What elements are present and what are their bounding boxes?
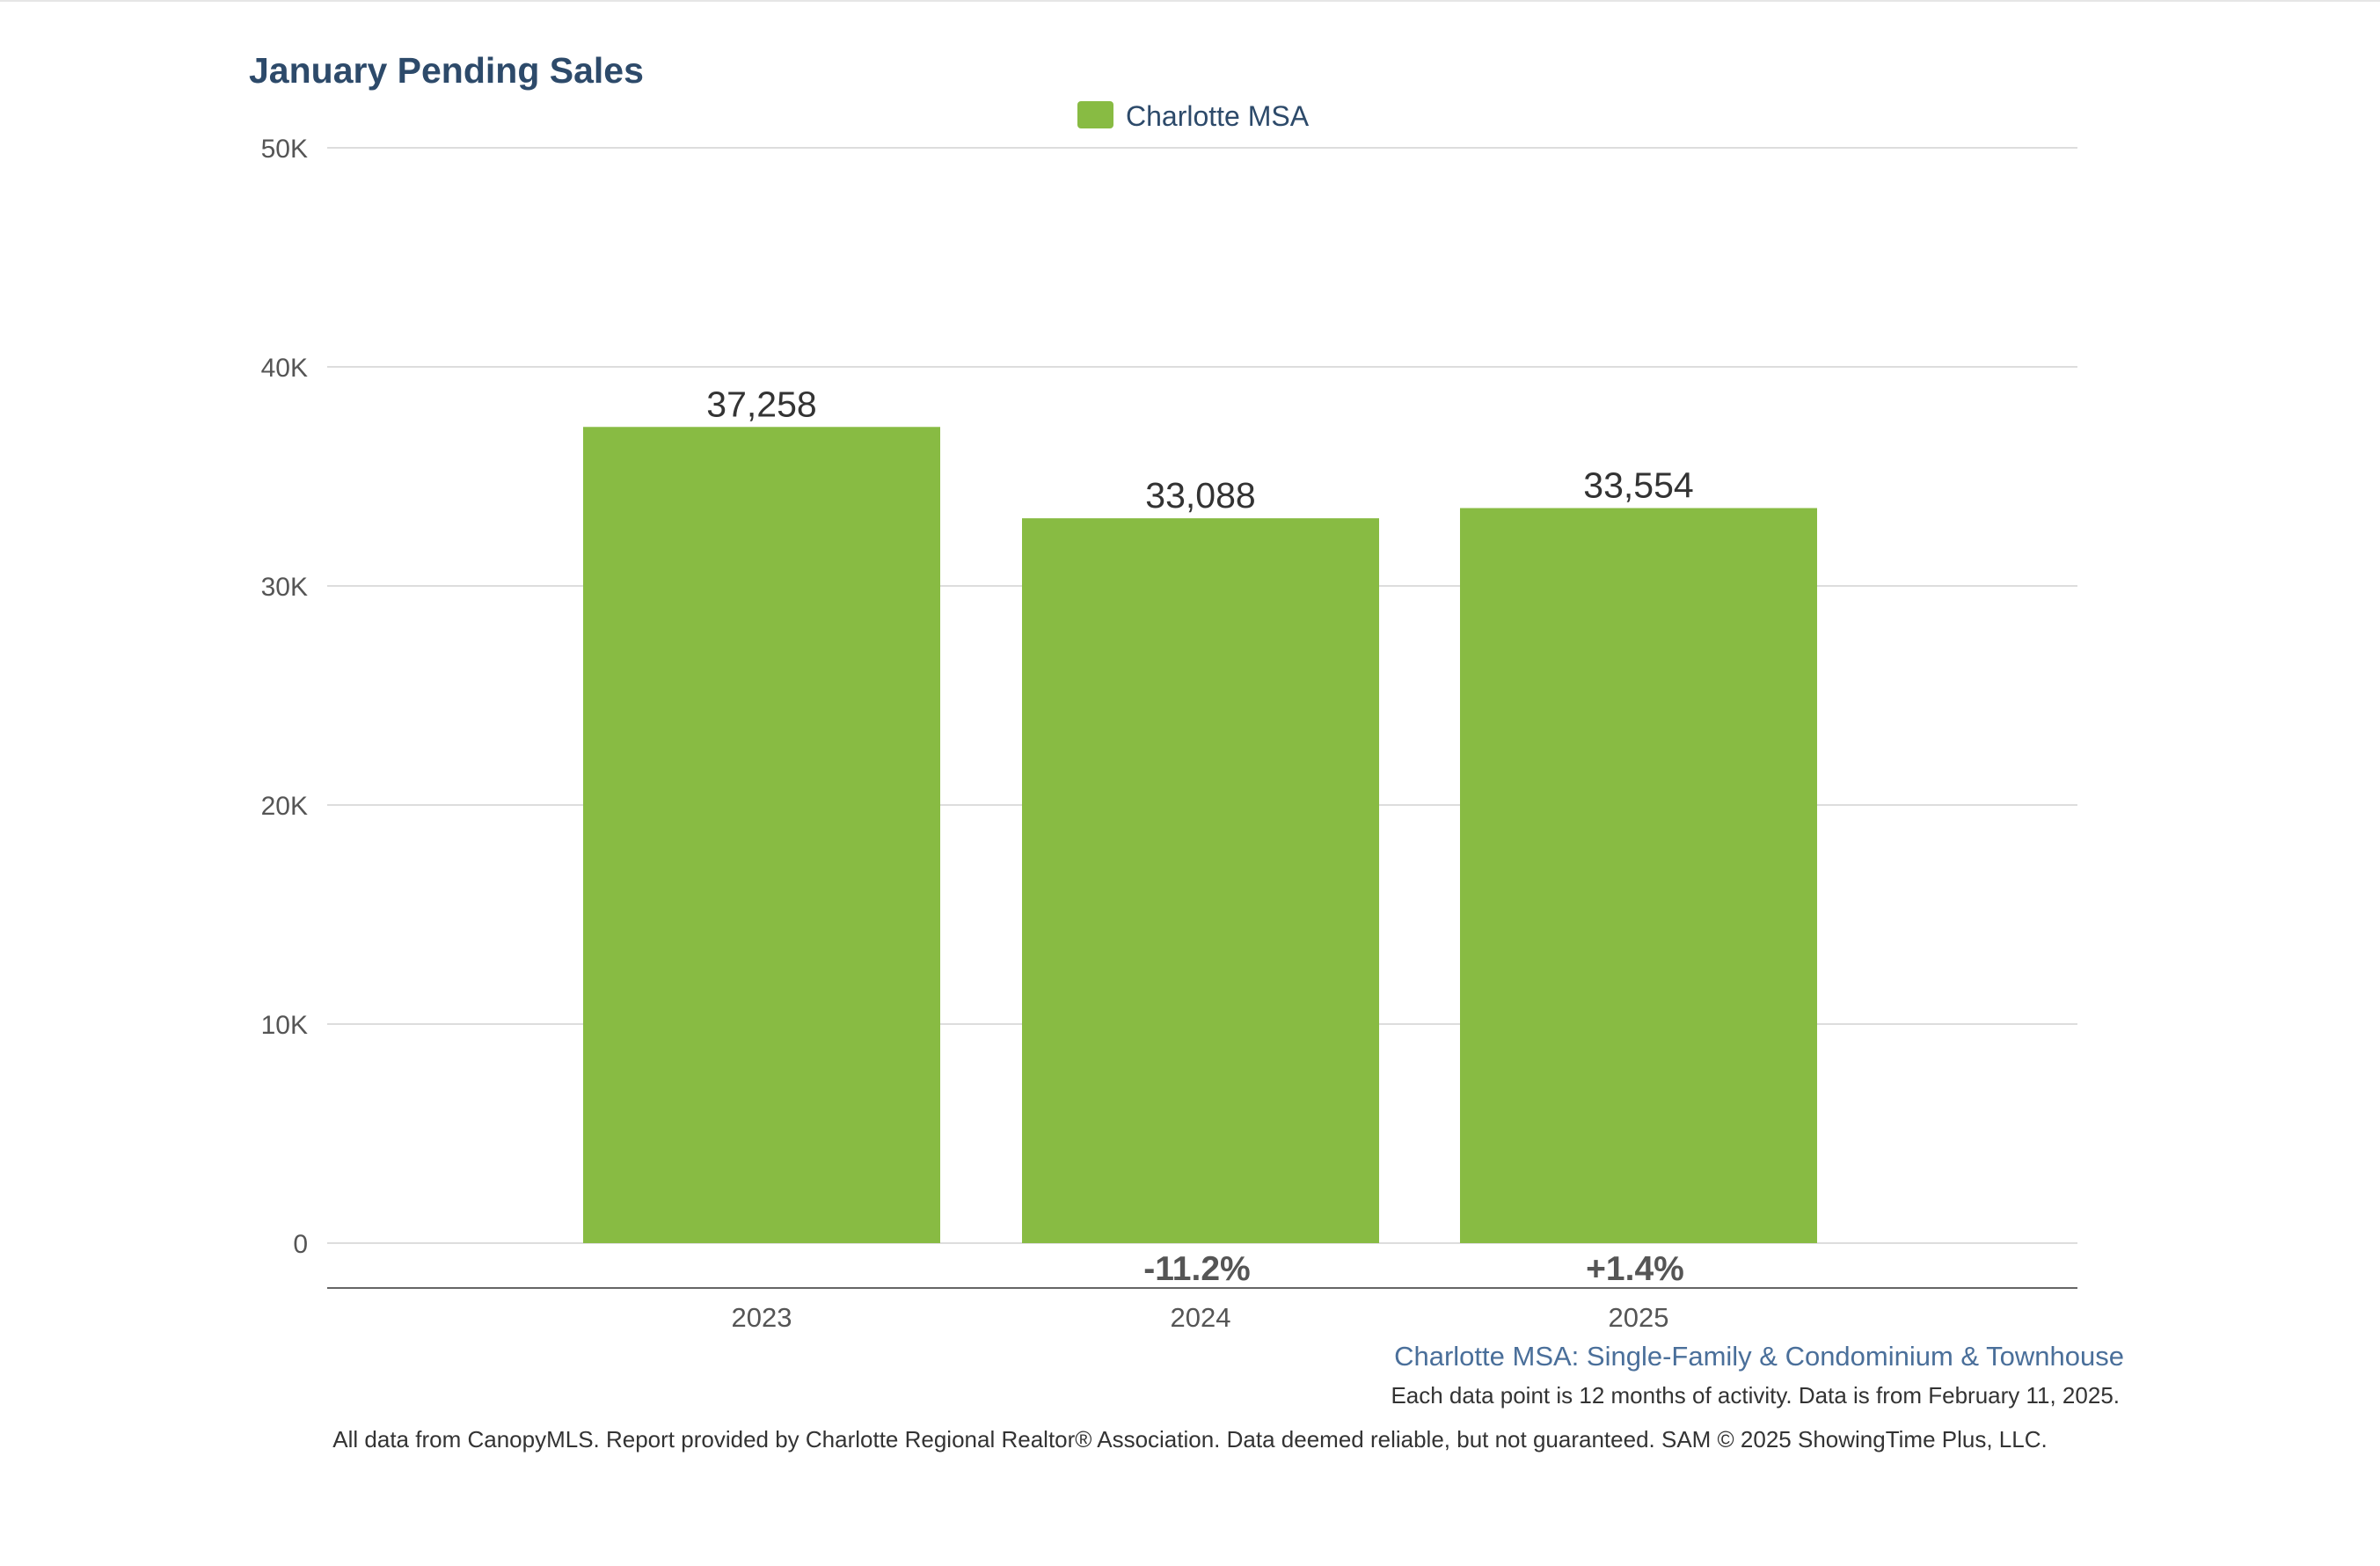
- y-tick-label: 20K: [261, 792, 308, 821]
- change-labels: -11.2% +1.4%: [1143, 1250, 1684, 1288]
- bars: [583, 427, 1817, 1244]
- x-axis-ticks: 2023 2024 2025: [732, 1302, 1669, 1333]
- x-tick-label: 2024: [1171, 1302, 1231, 1333]
- y-tick-label: 40K: [261, 354, 308, 383]
- data-label: 33,088: [1145, 475, 1255, 516]
- data-label: 33,554: [1583, 465, 1693, 506]
- change-label: +1.4%: [1586, 1250, 1684, 1288]
- legend-label: Charlotte MSA: [1126, 100, 1310, 132]
- value-labels: 37,258 33,088 33,554: [706, 384, 1693, 516]
- legend-swatch: [1077, 101, 1113, 128]
- top-border: [0, 0, 2380, 2]
- bar: [1460, 508, 1817, 1243]
- chart-subtitle: Charlotte MSA: Single-Family & Condomini…: [1394, 1341, 2124, 1372]
- y-tick-label: 50K: [261, 135, 308, 164]
- x-tick-label: 2023: [732, 1302, 792, 1333]
- y-tick-label: 0: [293, 1230, 308, 1259]
- data-note: Each data point is 12 months of activity…: [1391, 1382, 2120, 1409]
- bar: [1022, 518, 1379, 1243]
- change-label: -11.2%: [1143, 1250, 1250, 1288]
- y-axis-ticks: 0 10K 20K 30K 40K 50K: [261, 135, 308, 1259]
- y-tick-label: 30K: [261, 573, 308, 602]
- disclaimer: All data from CanopyMLS. Report provided…: [332, 1426, 2047, 1453]
- bar: [583, 427, 940, 1244]
- y-tick-label: 10K: [261, 1011, 308, 1040]
- data-label: 37,258: [706, 384, 816, 424]
- x-tick-label: 2025: [1609, 1302, 1669, 1333]
- legend: Charlotte MSA: [1077, 100, 1310, 132]
- chart-title: January Pending Sales: [249, 50, 644, 91]
